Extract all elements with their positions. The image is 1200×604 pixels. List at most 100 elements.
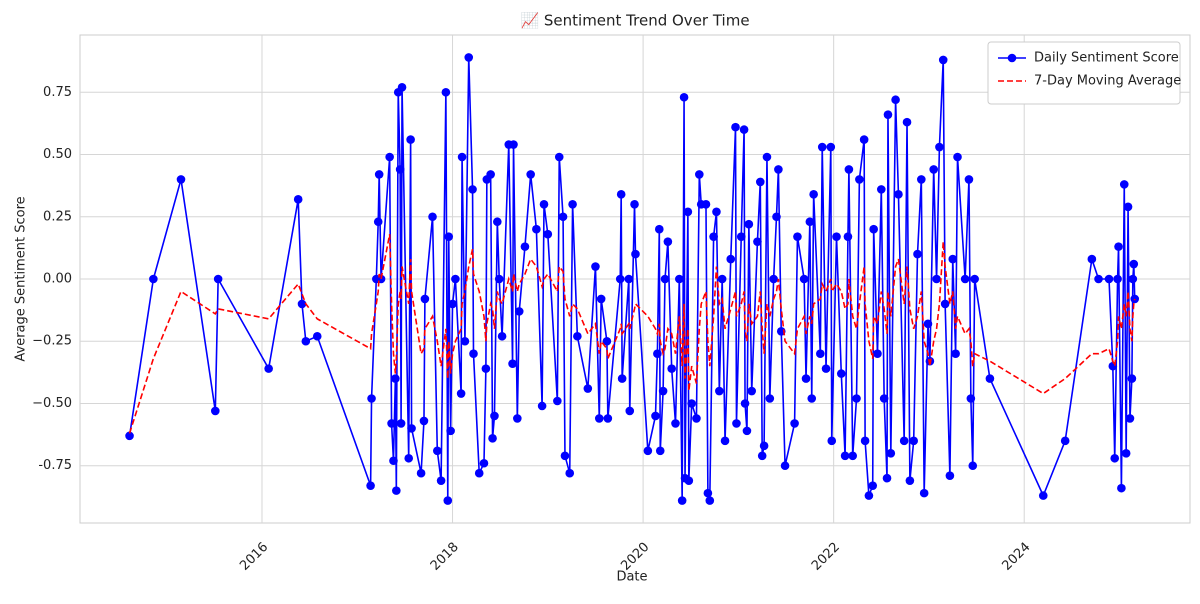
x-axis-label: Date <box>616 570 647 585</box>
data-point <box>717 274 727 284</box>
legend: Daily Sentiment Score 7-Day Moving Averag… <box>987 41 1181 105</box>
data-point <box>436 476 446 485</box>
data-point <box>490 411 499 421</box>
data-point <box>919 488 929 498</box>
data-point <box>149 274 158 284</box>
data-point <box>374 170 384 179</box>
legend-label: 7-Day Moving Average <box>1034 74 1181 89</box>
data-point <box>494 274 504 284</box>
data-point <box>985 374 995 383</box>
data-point <box>1119 180 1129 189</box>
data-point <box>765 394 775 403</box>
data-point <box>731 122 740 132</box>
data-point <box>671 419 680 428</box>
data-point <box>953 152 962 162</box>
data-point <box>428 212 437 222</box>
data-point <box>894 190 903 199</box>
data-point <box>488 434 497 443</box>
data-point <box>419 416 429 426</box>
data-point <box>966 394 976 403</box>
data-point <box>397 82 407 92</box>
data-point <box>821 364 831 373</box>
data-point <box>474 468 484 478</box>
data-point <box>868 481 878 490</box>
data-point <box>457 152 467 162</box>
data-point <box>715 386 724 396</box>
data-point <box>692 414 701 423</box>
data-point <box>493 217 502 227</box>
data-point <box>883 110 893 119</box>
data-point <box>909 436 918 446</box>
data-point <box>923 319 933 329</box>
data-point <box>625 406 635 416</box>
data-point <box>1129 259 1139 269</box>
data-point <box>891 95 900 105</box>
data-point <box>817 142 827 152</box>
data-point <box>705 496 715 505</box>
y-axis-label: Average Sentiment Score <box>14 196 29 361</box>
data-point <box>744 219 754 229</box>
data-point <box>543 229 553 239</box>
data-point <box>514 307 524 316</box>
data-point <box>703 488 713 498</box>
data-point <box>301 336 311 346</box>
data-point <box>844 165 854 174</box>
data-point <box>537 401 547 411</box>
data-point <box>753 237 762 246</box>
data-point <box>951 349 960 358</box>
x-tick-label: 2024 <box>1000 540 1034 574</box>
data-point <box>929 165 938 174</box>
data-point <box>790 419 799 428</box>
data-point <box>832 232 841 241</box>
data-point <box>695 170 704 179</box>
data-point <box>460 336 470 346</box>
data-point <box>387 419 396 428</box>
data-point <box>843 232 853 241</box>
data-point <box>1128 274 1138 284</box>
data-point <box>755 177 765 187</box>
data-point <box>389 456 398 466</box>
data-point <box>1113 274 1122 284</box>
x-tick-label: 2018 <box>428 540 462 574</box>
data-point <box>677 496 687 505</box>
data-point <box>617 374 627 383</box>
data-point <box>297 299 307 309</box>
data-point <box>739 125 749 134</box>
data-point <box>827 436 837 446</box>
data-point <box>565 468 575 478</box>
data-point <box>1123 202 1133 212</box>
data-point <box>125 431 134 441</box>
data-point <box>757 451 767 461</box>
data-point <box>667 364 676 373</box>
data-point <box>968 461 978 471</box>
data-point <box>960 274 970 284</box>
data-point <box>446 426 455 436</box>
data-point <box>732 419 741 428</box>
data-point <box>631 249 640 259</box>
data-point <box>658 386 668 396</box>
data-point <box>709 232 718 241</box>
data-point <box>774 165 783 174</box>
y-tick-label: −0.50 <box>32 396 72 411</box>
data-point <box>852 394 861 403</box>
data-point <box>742 426 752 436</box>
data-point <box>448 299 457 309</box>
data-point <box>945 471 955 480</box>
data-point <box>736 232 746 241</box>
data-point <box>886 448 896 458</box>
data-point <box>391 374 400 383</box>
data-point <box>651 411 660 421</box>
data-point <box>654 224 664 234</box>
data-point <box>468 185 477 194</box>
data-point <box>913 249 922 259</box>
data-point <box>553 396 562 406</box>
data-point <box>809 190 818 199</box>
data-point <box>630 200 639 209</box>
data-point <box>948 254 958 264</box>
data-point <box>905 476 915 485</box>
data-point <box>385 152 394 162</box>
data-point <box>876 185 886 194</box>
data-point <box>509 140 518 149</box>
data-point <box>1130 294 1140 304</box>
data-point <box>573 331 582 341</box>
